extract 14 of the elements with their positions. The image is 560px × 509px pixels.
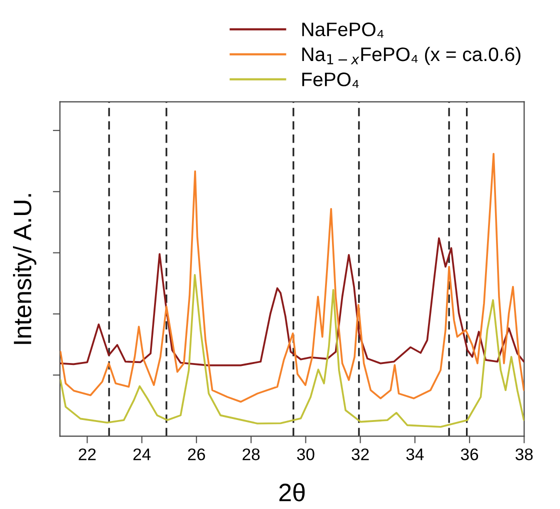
x-axis-title: 2θ xyxy=(279,483,305,502)
y-axis-title: Intensity/ A.U. xyxy=(13,194,36,344)
x-tick-label: 22 xyxy=(78,448,96,460)
x-tick-label: 28 xyxy=(242,448,260,460)
x-tick-label: 30 xyxy=(297,448,314,460)
x-tick-label: 24 xyxy=(133,448,151,460)
x-tick-label: 38 xyxy=(516,448,533,460)
legend-label: FePO₄ xyxy=(302,72,359,88)
legend-label: Na$_{1−x}$FePO₄ (x = ca.0.6) xyxy=(302,46,520,66)
x-tick-label: 32 xyxy=(352,448,369,460)
x-tick-label: 34 xyxy=(406,448,424,460)
legend-label: NaFePO₄ xyxy=(302,22,384,38)
x-tick-label: 26 xyxy=(188,448,205,460)
x-tick-label: 36 xyxy=(460,448,478,460)
